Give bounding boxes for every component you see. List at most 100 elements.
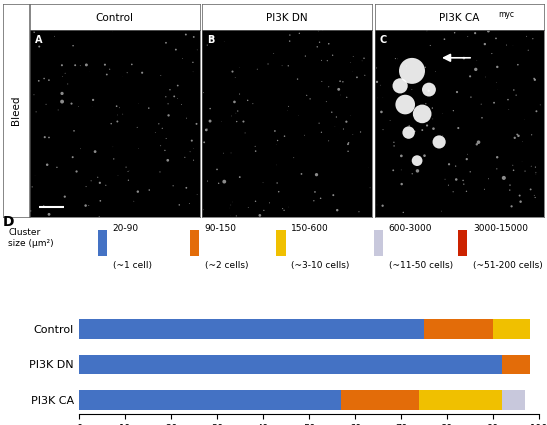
Point [514, 61, 522, 68]
Point [185, 148, 194, 155]
Point [393, 56, 401, 62]
Point [441, 176, 450, 183]
Point [244, 204, 253, 211]
Point [484, 176, 493, 182]
Point [316, 195, 325, 202]
Point [311, 189, 319, 196]
Point [339, 78, 347, 85]
Point [463, 151, 472, 158]
Point [234, 108, 242, 114]
Point [459, 177, 468, 184]
Point [379, 126, 387, 133]
Point [96, 179, 104, 186]
Point [302, 92, 311, 99]
Point [509, 167, 518, 174]
Point [424, 88, 433, 94]
Point [474, 139, 483, 146]
Point [134, 145, 143, 152]
Point [336, 91, 345, 98]
Point [342, 94, 351, 101]
Point [278, 62, 287, 69]
Point [451, 163, 460, 170]
Point [418, 127, 427, 133]
Point [421, 100, 430, 107]
Point [166, 86, 174, 93]
Point [101, 61, 109, 68]
Point [273, 180, 282, 187]
Point [507, 203, 516, 210]
Point [226, 150, 235, 156]
Point [408, 86, 416, 93]
Point [253, 66, 261, 73]
Bar [79, 354, 502, 374]
Point [181, 154, 189, 161]
Point [481, 74, 490, 80]
Point [248, 100, 257, 107]
Point [226, 201, 235, 208]
Point [108, 28, 117, 34]
Point [217, 118, 226, 125]
Point [505, 182, 514, 189]
Point [313, 43, 322, 50]
Point [251, 143, 259, 150]
Point [328, 109, 336, 116]
Point [220, 38, 229, 45]
Point [189, 68, 197, 75]
Point [397, 181, 406, 187]
Point [504, 96, 513, 103]
Text: D: D [3, 215, 14, 229]
Point [492, 79, 501, 86]
Text: 600-3000: 600-3000 [389, 224, 432, 232]
Point [301, 53, 310, 60]
Point [60, 193, 69, 200]
Point [87, 27, 96, 34]
Point [295, 30, 304, 37]
Point [112, 103, 121, 110]
Point [504, 106, 513, 113]
Point [283, 107, 292, 114]
Point [69, 128, 78, 134]
Point [130, 198, 138, 204]
Point [462, 188, 471, 195]
Point [264, 61, 272, 68]
Point [389, 167, 398, 174]
Point [306, 96, 315, 102]
Point [228, 198, 237, 205]
Point [467, 94, 475, 101]
Point [438, 110, 447, 117]
Point [133, 124, 142, 131]
Point [169, 182, 178, 189]
Point [108, 144, 117, 150]
Point [324, 40, 333, 47]
Point [225, 204, 234, 211]
Point [26, 207, 35, 214]
Point [230, 99, 239, 105]
Point [452, 89, 461, 96]
Point [428, 116, 437, 122]
Point [526, 186, 535, 193]
Point [480, 41, 489, 48]
Point [57, 90, 66, 97]
Point [421, 64, 430, 71]
Point [509, 42, 517, 49]
Point [87, 177, 96, 184]
Bar [493, 319, 529, 339]
Point [123, 69, 132, 76]
Point [231, 74, 240, 81]
Point [360, 72, 369, 79]
Point [397, 153, 406, 159]
Bar [276, 230, 286, 256]
Point [508, 162, 517, 169]
Point [61, 70, 69, 76]
Point [445, 161, 453, 167]
Point [353, 74, 362, 81]
Point [401, 101, 410, 108]
Point [30, 29, 39, 36]
Point [428, 105, 437, 111]
Point [429, 125, 438, 132]
Point [324, 137, 333, 144]
Point [473, 141, 481, 148]
Point [359, 55, 368, 62]
Point [437, 208, 446, 215]
Point [35, 43, 44, 50]
